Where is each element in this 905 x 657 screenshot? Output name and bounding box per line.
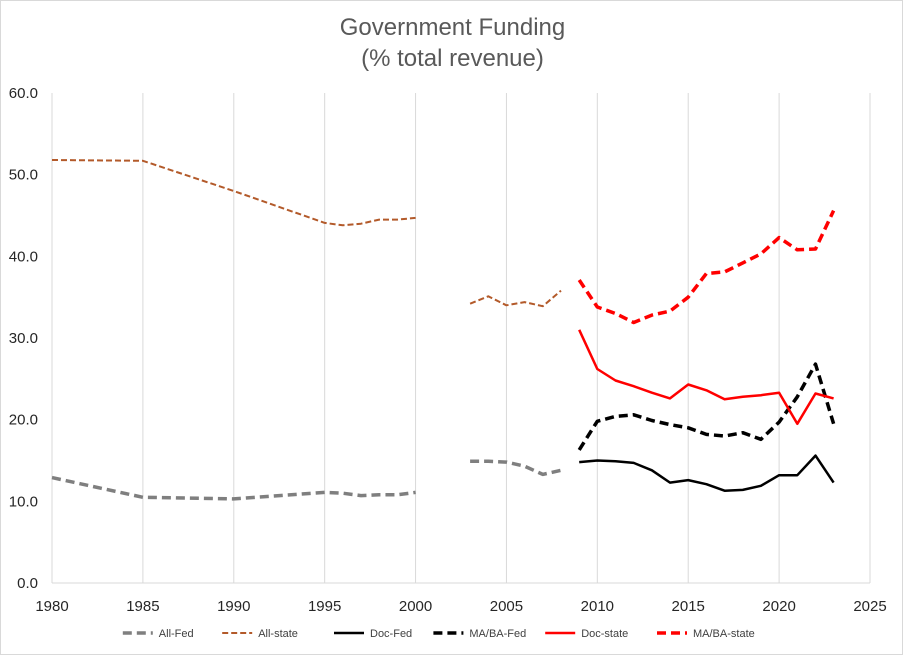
y-tick-label: 40.0 [9, 248, 38, 265]
x-tick-label: 1980 [35, 598, 68, 615]
legend-item-ma-ba-fed: MA/BA-Fed [433, 628, 526, 640]
chart-title-block: Government Funding (% total revenue) [0, 12, 905, 74]
legend-label: Doc-Fed [370, 628, 412, 640]
legend-item-ma-ba-state: MA/BA-state [657, 628, 755, 640]
legend-label: All-Fed [159, 628, 194, 640]
x-tick-label: 1985 [126, 598, 159, 615]
legend-label: All-state [258, 628, 298, 640]
y-tick-label: 10.0 [9, 493, 38, 510]
legend-item-all-fed: All-Fed [122, 628, 194, 640]
series-line-doc-state [578, 329, 834, 426]
series-lines [51, 159, 836, 501]
x-tick-label: 2005 [490, 598, 523, 615]
y-tick-label: 0.0 [17, 575, 38, 592]
legend-label: MA/BA-state [693, 628, 755, 640]
series-line-ma-ba-fed [577, 362, 836, 451]
x-tick-label: 2000 [399, 598, 432, 615]
x-tick-label: 1995 [308, 598, 341, 615]
legend-item-doc-state: Doc-state [545, 628, 628, 640]
series-line-all-state [51, 159, 416, 227]
x-tick-label: 2025 [853, 598, 886, 615]
x-tick-label: 1990 [217, 598, 250, 615]
series-line-doc-fed [579, 454, 835, 492]
grid [142, 93, 871, 583]
legend-label: MA/BA-Fed [469, 628, 526, 640]
x-tick-label: 2015 [672, 598, 705, 615]
series-line-all-fed [51, 475, 416, 501]
y-tick-label: 30.0 [9, 330, 38, 347]
y-tick-label: 60.0 [9, 85, 38, 102]
y-tick-label: 20.0 [9, 412, 38, 429]
legend: All-Fed All-state Doc-Fed MA/BA-Fed Doc-stat… [122, 628, 755, 640]
chart-subtitle: (% total revenue) [361, 45, 544, 72]
axes: 1980 1985 1990 1995 2000 2005 2010 2015 2020 2025… [9, 85, 887, 615]
series-line-all-fed [470, 459, 562, 477]
y-tick-label: 50.0 [9, 167, 38, 184]
x-tick-label: 2020 [762, 598, 795, 615]
chart-title: Government Funding [339, 14, 566, 41]
series-line-all-state [469, 289, 562, 308]
legend-item-all-state: All-state [222, 628, 298, 640]
legend-item-doc-fed: Doc-Fed [334, 628, 412, 640]
series-line-ma-ba-state [577, 209, 836, 325]
legend-label: Doc-state [581, 628, 628, 640]
x-tick-label: 2010 [581, 598, 614, 615]
